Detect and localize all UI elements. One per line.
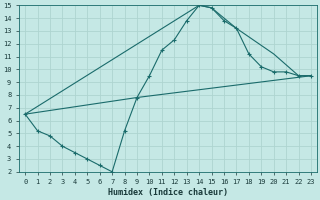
X-axis label: Humidex (Indice chaleur): Humidex (Indice chaleur): [108, 188, 228, 197]
